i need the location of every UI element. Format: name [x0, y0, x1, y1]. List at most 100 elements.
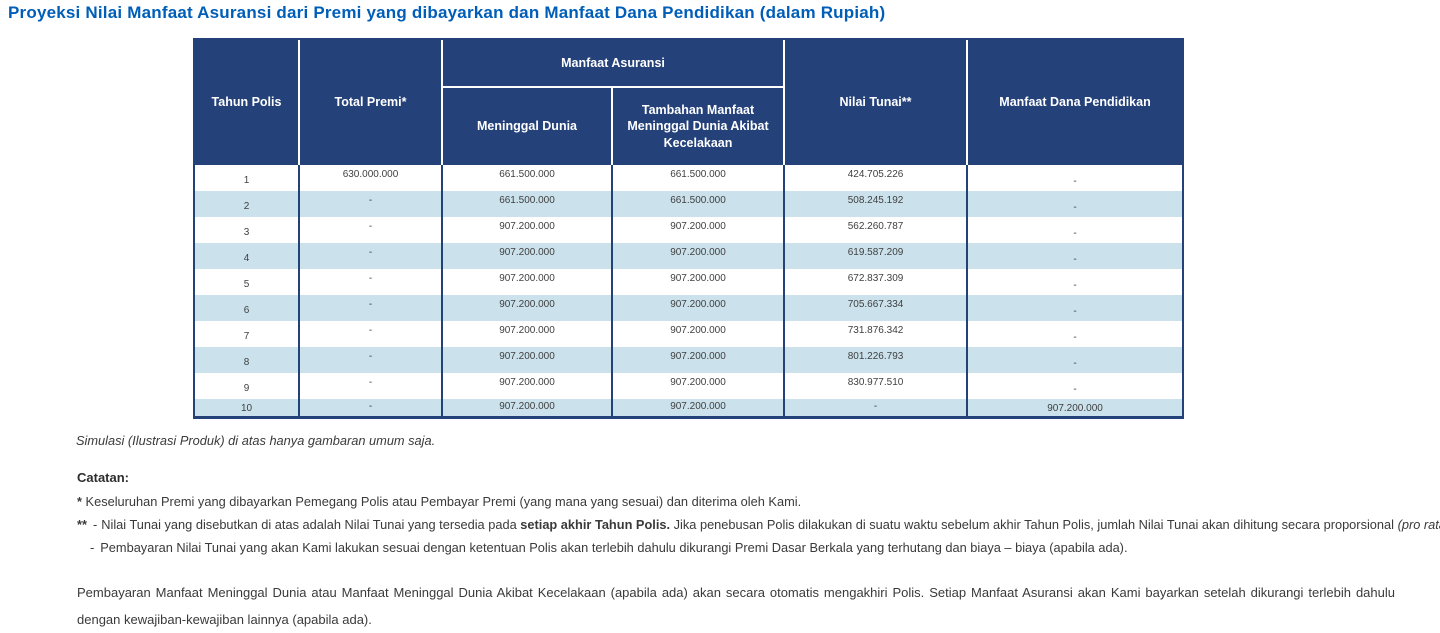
cell-total-premi: 630.000.000: [300, 165, 443, 191]
note-nilai-tunai-bold: setiap akhir Tahun Polis.: [520, 517, 671, 532]
note-nilai-tunai-text1: Nilai Tunai yang disebutkan di atas adal…: [101, 517, 521, 532]
cell-total-premi: -: [300, 399, 443, 416]
header-tahun-polis: Tahun Polis: [195, 40, 300, 165]
header-row-top: Tahun Polis Total Premi* Manfaat Asurans…: [195, 40, 1183, 165]
header-manfaat-dana-pendidikan: Manfaat Dana Pendidikan: [968, 40, 1183, 165]
cell-tahun-polis: 9: [195, 373, 300, 399]
header-row-sub: Meninggal Dunia Tambahan Manfaat Meningg…: [195, 88, 1182, 165]
cell-tahun-polis: 1: [195, 165, 300, 191]
projection-table-container: Tahun Polis Total Premi* Manfaat Asurans…: [193, 38, 1185, 419]
simulation-disclaimer: Simulasi (Ilustrasi Produk) di atas hany…: [76, 433, 436, 448]
table-row: 10 - 907.200.000 907.200.000 - 907.200.0…: [195, 399, 1183, 416]
dash-marker: -: [90, 540, 95, 555]
cell-manfaat-dana-pendidikan: -: [1073, 306, 1077, 317]
cell-meninggal-dunia: 907.200.000: [443, 217, 613, 243]
note-pembayaran-nilai-tunai: - Pembayaran Nilai Tunai yang akan Kami l…: [90, 540, 1128, 555]
cell-nilai-tunai: -: [785, 399, 969, 416]
cell-tambahan-manfaat: 661.500.000: [613, 165, 786, 191]
table-row: 7 - 907.200.000 907.200.000 731.876.342 …: [195, 321, 1182, 347]
projection-table: Tahun Polis Total Premi* Manfaat Asurans…: [193, 38, 1185, 419]
header-meninggal-dunia: Meninggal Dunia: [443, 88, 613, 165]
cell-tambahan-manfaat: 907.200.000: [613, 243, 786, 269]
double-asterisk-marker: **: [77, 517, 87, 532]
cell-total-premi: -: [300, 191, 443, 217]
asterisk-marker: *: [77, 494, 82, 509]
cell-tahun-polis: 6: [195, 295, 300, 321]
cell-meninggal-dunia: 907.200.000: [443, 321, 613, 347]
cell-nilai-tunai: 672.837.309: [785, 269, 969, 295]
cell-tahun-polis: 4: [195, 243, 300, 269]
header-nilai-tunai: Nilai Tunai**: [785, 40, 969, 165]
note-nilai-tunai-italic: (pro rata): [1397, 517, 1440, 532]
cell-meninggal-dunia: 661.500.000: [443, 165, 613, 191]
header-tambahan-manfaat: Tambahan Manfaat Meninggal Dunia Akibat …: [613, 88, 786, 165]
cell-manfaat-dana-pendidikan: -: [1073, 254, 1077, 265]
cell-tambahan-manfaat: 907.200.000: [613, 295, 786, 321]
cell-tahun-polis: 10: [195, 399, 300, 416]
cell-total-premi: -: [300, 347, 443, 373]
table-row: 2 - 661.500.000 661.500.000 508.245.192 …: [195, 191, 1183, 217]
cell-manfaat-dana-pendidikan: -: [1073, 176, 1077, 187]
table-row: 5 - 907.200.000 907.200.000 672.837.309 …: [195, 269, 1182, 295]
cell-tambahan-manfaat: 907.200.000: [613, 373, 786, 399]
cell-nilai-tunai: 705.667.334: [785, 295, 969, 321]
cell-nilai-tunai: 801.226.793: [785, 347, 969, 373]
note-pembayaran-text: Pembayaran Nilai Tunai yang akan Kami la…: [100, 540, 1128, 555]
closing-paragraph: Pembayaran Manfaat Meninggal Dunia atau …: [77, 585, 1395, 627]
header-manfaat-asuransi: Manfaat Asuransi: [443, 40, 786, 88]
cell-nilai-tunai: 508.245.192: [785, 191, 969, 217]
table-body: 1 630.000.000 661.500.000 661.500.000 42…: [195, 165, 1183, 416]
dash-marker: -: [92, 517, 98, 532]
cell-nilai-tunai: 830.977.510: [785, 373, 969, 399]
cell-nilai-tunai: 424.705.226: [785, 165, 969, 191]
cell-manfaat-dana-pendidikan: -: [1073, 358, 1077, 369]
cell-total-premi: -: [300, 243, 443, 269]
cell-meninggal-dunia: 907.200.000: [443, 243, 613, 269]
page-title: Proyeksi Nilai Manfaat Asuransi dari Pre…: [8, 3, 886, 22]
cell-tahun-polis: 3: [195, 217, 300, 243]
cell-meninggal-dunia: 907.200.000: [443, 399, 613, 416]
cell-total-premi: -: [300, 373, 443, 399]
cell-meninggal-dunia: 661.500.000: [443, 191, 613, 217]
cell-tambahan-manfaat: 907.200.000: [613, 399, 786, 416]
cell-total-premi: -: [300, 321, 443, 347]
cell-tambahan-manfaat: 907.200.000: [613, 347, 786, 373]
cell-meninggal-dunia: 907.200.000: [443, 269, 613, 295]
cell-nilai-tunai: 619.587.209: [785, 243, 969, 269]
cell-tambahan-manfaat: 907.200.000: [613, 321, 786, 347]
cell-meninggal-dunia: 907.200.000: [443, 347, 613, 373]
note-total-premi: * Keseluruhan Premi yang dibayarkan Peme…: [77, 494, 801, 509]
cell-tahun-polis: 8: [195, 347, 300, 373]
cell-tahun-polis: 2: [195, 191, 300, 217]
note-total-premi-text: Keseluruhan Premi yang dibayarkan Pemega…: [85, 494, 802, 509]
cell-meninggal-dunia: 907.200.000: [443, 295, 613, 321]
cell-manfaat-dana-pendidikan: -: [1073, 202, 1077, 213]
note-nilai-tunai: ** - Nilai Tunai yang disebutkan di atas a…: [77, 517, 1440, 532]
cell-total-premi: -: [300, 217, 443, 243]
cell-manfaat-dana-pendidikan: -: [1073, 280, 1077, 291]
cell-tambahan-manfaat: 907.200.000: [613, 217, 786, 243]
cell-tambahan-manfaat: 907.200.000: [613, 269, 786, 295]
cell-tambahan-manfaat: 661.500.000: [613, 191, 786, 217]
cell-tahun-polis: 7: [195, 321, 300, 347]
cell-total-premi: -: [300, 269, 443, 295]
cell-manfaat-dana-pendidikan: -: [1073, 332, 1077, 343]
table-header: Tahun Polis Total Premi* Manfaat Asurans…: [195, 40, 1183, 165]
cell-manfaat-dana-pendidikan: -: [1073, 228, 1077, 239]
cell-nilai-tunai: 562.260.787: [785, 217, 969, 243]
table-row: 4 - 907.200.000 907.200.000 619.587.209 …: [195, 243, 1183, 269]
notes-heading: Catatan:: [77, 470, 130, 485]
cell-nilai-tunai: 731.876.342: [785, 321, 969, 347]
cell-manfaat-dana-pendidikan: -: [1073, 384, 1077, 395]
table-row: 6 - 907.200.000 907.200.000 705.667.334 …: [195, 295, 1183, 321]
cell-tahun-polis: 5: [195, 269, 300, 295]
table-row: 3 - 907.200.000 907.200.000 562.260.787 …: [195, 217, 1182, 243]
cell-total-premi: -: [300, 295, 443, 321]
cell-manfaat-dana-pendidikan: 907.200.000: [1047, 403, 1103, 414]
table-row: 8 - 907.200.000 907.200.000 801.226.793 …: [195, 347, 1183, 373]
table-row: 1 630.000.000 661.500.000 661.500.000 42…: [195, 165, 1182, 191]
note-nilai-tunai-text2: Jika penebusan Polis dilakukan di suatu …: [670, 517, 1398, 532]
table-row: 9 - 907.200.000 907.200.000 830.977.510 …: [195, 373, 1182, 399]
cell-meninggal-dunia: 907.200.000: [443, 373, 613, 399]
header-total-premi: Total Premi*: [300, 40, 443, 165]
